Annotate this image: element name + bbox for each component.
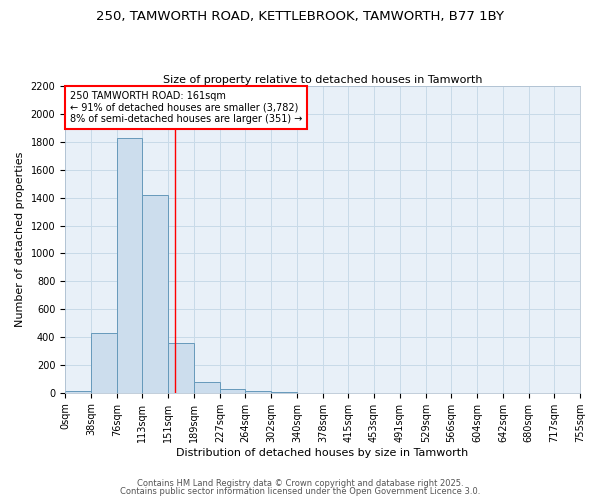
Title: Size of property relative to detached houses in Tamworth: Size of property relative to detached ho… xyxy=(163,76,482,86)
Bar xyxy=(220,389,245,392)
Y-axis label: Number of detached properties: Number of detached properties xyxy=(15,152,25,327)
Bar xyxy=(91,333,117,392)
Bar xyxy=(194,382,220,392)
Bar xyxy=(117,138,142,392)
Bar xyxy=(245,390,271,392)
Text: Contains public sector information licensed under the Open Government Licence 3.: Contains public sector information licen… xyxy=(120,487,480,496)
Text: 250, TAMWORTH ROAD, KETTLEBROOK, TAMWORTH, B77 1BY: 250, TAMWORTH ROAD, KETTLEBROOK, TAMWORT… xyxy=(96,10,504,23)
Bar xyxy=(142,195,168,392)
Bar xyxy=(65,390,91,392)
Text: 250 TAMWORTH ROAD: 161sqm
← 91% of detached houses are smaller (3,782)
8% of sem: 250 TAMWORTH ROAD: 161sqm ← 91% of detac… xyxy=(70,91,302,124)
Bar xyxy=(168,342,194,392)
Text: Contains HM Land Registry data © Crown copyright and database right 2025.: Contains HM Land Registry data © Crown c… xyxy=(137,478,463,488)
X-axis label: Distribution of detached houses by size in Tamworth: Distribution of detached houses by size … xyxy=(176,448,469,458)
